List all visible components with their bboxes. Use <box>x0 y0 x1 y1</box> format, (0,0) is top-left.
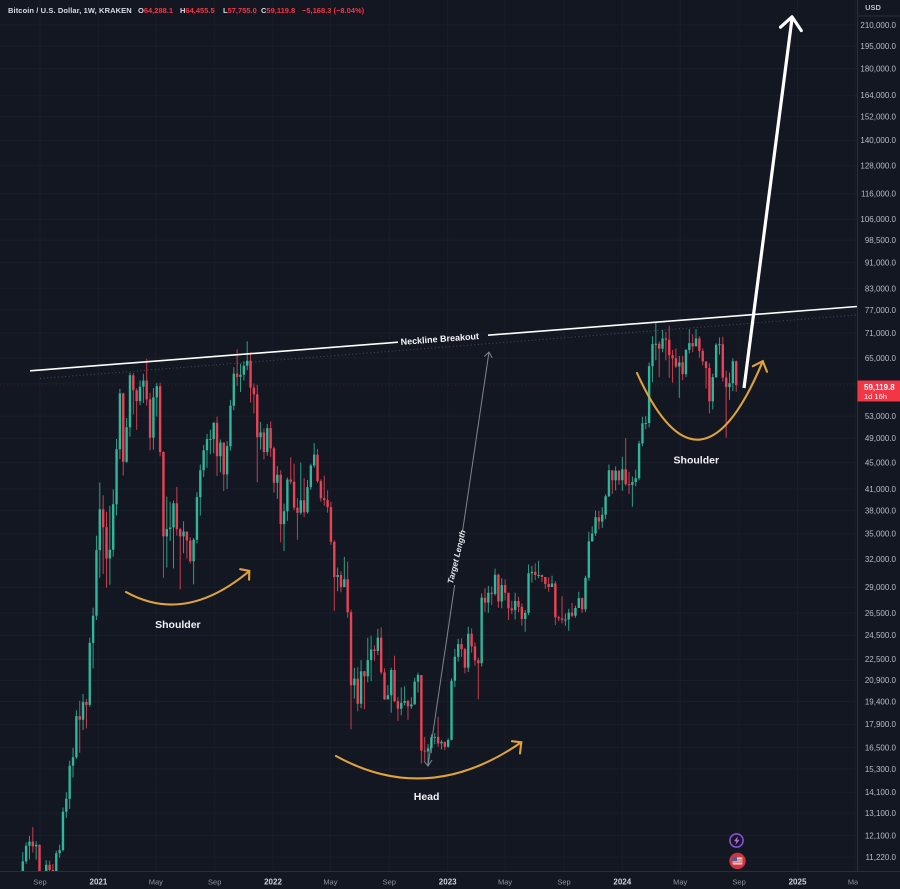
svg-text:210,000.0: 210,000.0 <box>860 21 896 30</box>
svg-text:98,500.0: 98,500.0 <box>865 236 897 245</box>
svg-text:Sep: Sep <box>732 878 745 887</box>
svg-text:May: May <box>149 878 163 887</box>
svg-text:195,000.0: 195,000.0 <box>860 42 896 51</box>
svg-text:116,000.0: 116,000.0 <box>861 189 897 198</box>
svg-text:65,000.0: 65,000.0 <box>865 354 897 363</box>
svg-text:164,000.0: 164,000.0 <box>860 91 896 100</box>
svg-text:53,000.0: 53,000.0 <box>865 412 897 421</box>
svg-text:29,000.0: 29,000.0 <box>865 583 897 592</box>
svg-text:Sep: Sep <box>383 878 396 887</box>
svg-text:20,900.0: 20,900.0 <box>865 676 897 685</box>
svg-text:106,000.0: 106,000.0 <box>860 215 896 224</box>
svg-text:35,000.0: 35,000.0 <box>865 530 897 539</box>
svg-text:19,400.0: 19,400.0 <box>865 697 897 706</box>
svg-text:2023: 2023 <box>439 878 457 887</box>
svg-text:Sep: Sep <box>33 878 46 887</box>
svg-text:17,900.0: 17,900.0 <box>865 720 897 729</box>
svg-text:USD: USD <box>865 3 881 12</box>
svg-text:Shoulder: Shoulder <box>674 455 720 467</box>
svg-text:22,500.0: 22,500.0 <box>865 655 897 664</box>
svg-text:2021: 2021 <box>90 878 108 887</box>
svg-text:C59,119.8: C59,119.8 <box>261 6 295 15</box>
svg-text:2022: 2022 <box>264 878 282 887</box>
svg-text:May: May <box>848 878 862 887</box>
svg-text:H64,455.5: H64,455.5 <box>180 6 215 15</box>
svg-text:12,100.0: 12,100.0 <box>865 831 897 840</box>
svg-text:May: May <box>673 878 687 887</box>
svg-text:45,000.0: 45,000.0 <box>865 458 897 467</box>
svg-text:13,100.0: 13,100.0 <box>865 809 897 818</box>
svg-text:140,000.0: 140,000.0 <box>860 136 896 145</box>
svg-text:38,000.0: 38,000.0 <box>865 506 897 515</box>
svg-text:−5,168.3 (−8.04%): −5,168.3 (−8.04%) <box>302 6 365 15</box>
svg-text:32,000.0: 32,000.0 <box>865 555 897 564</box>
svg-text:2025: 2025 <box>789 878 807 887</box>
svg-text:May: May <box>498 878 512 887</box>
svg-text:14,100.0: 14,100.0 <box>865 788 897 797</box>
svg-text:Head: Head <box>414 791 440 803</box>
svg-text:71,000.0: 71,000.0 <box>865 329 897 338</box>
svg-text:11,220.0: 11,220.0 <box>865 853 896 862</box>
svg-text:180,000.0: 180,000.0 <box>860 65 896 74</box>
svg-text:1d 16h: 1d 16h <box>864 392 887 401</box>
svg-text:O64,288.1: O64,288.1 <box>138 6 173 15</box>
svg-text:16,500.0: 16,500.0 <box>865 743 897 752</box>
svg-text:26,500.0: 26,500.0 <box>865 609 897 618</box>
svg-text:91,000.0: 91,000.0 <box>865 258 897 267</box>
svg-text:77,000.0: 77,000.0 <box>865 306 897 315</box>
svg-text:41,000.0: 41,000.0 <box>865 485 897 494</box>
svg-text:83,000.0: 83,000.0 <box>865 285 897 294</box>
svg-text:May: May <box>323 878 337 887</box>
svg-text:24,500.0: 24,500.0 <box>865 631 897 640</box>
svg-text:15,300.0: 15,300.0 <box>865 765 897 774</box>
svg-text:128,000.0: 128,000.0 <box>860 161 896 170</box>
svg-text:2024: 2024 <box>613 878 631 887</box>
svg-text:59,119.8: 59,119.8 <box>864 383 895 392</box>
svg-text:Sep: Sep <box>208 878 221 887</box>
svg-text:Sep: Sep <box>557 878 570 887</box>
svg-text:49,000.0: 49,000.0 <box>865 434 897 443</box>
svg-text:L57,755.0: L57,755.0 <box>223 6 257 15</box>
svg-text:Bitcoin / U.S. Dollar, 1W, KRA: Bitcoin / U.S. Dollar, 1W, KRAKEN <box>8 6 132 15</box>
svg-text:152,000.0: 152,000.0 <box>860 113 896 122</box>
svg-text:Shoulder: Shoulder <box>155 619 201 631</box>
